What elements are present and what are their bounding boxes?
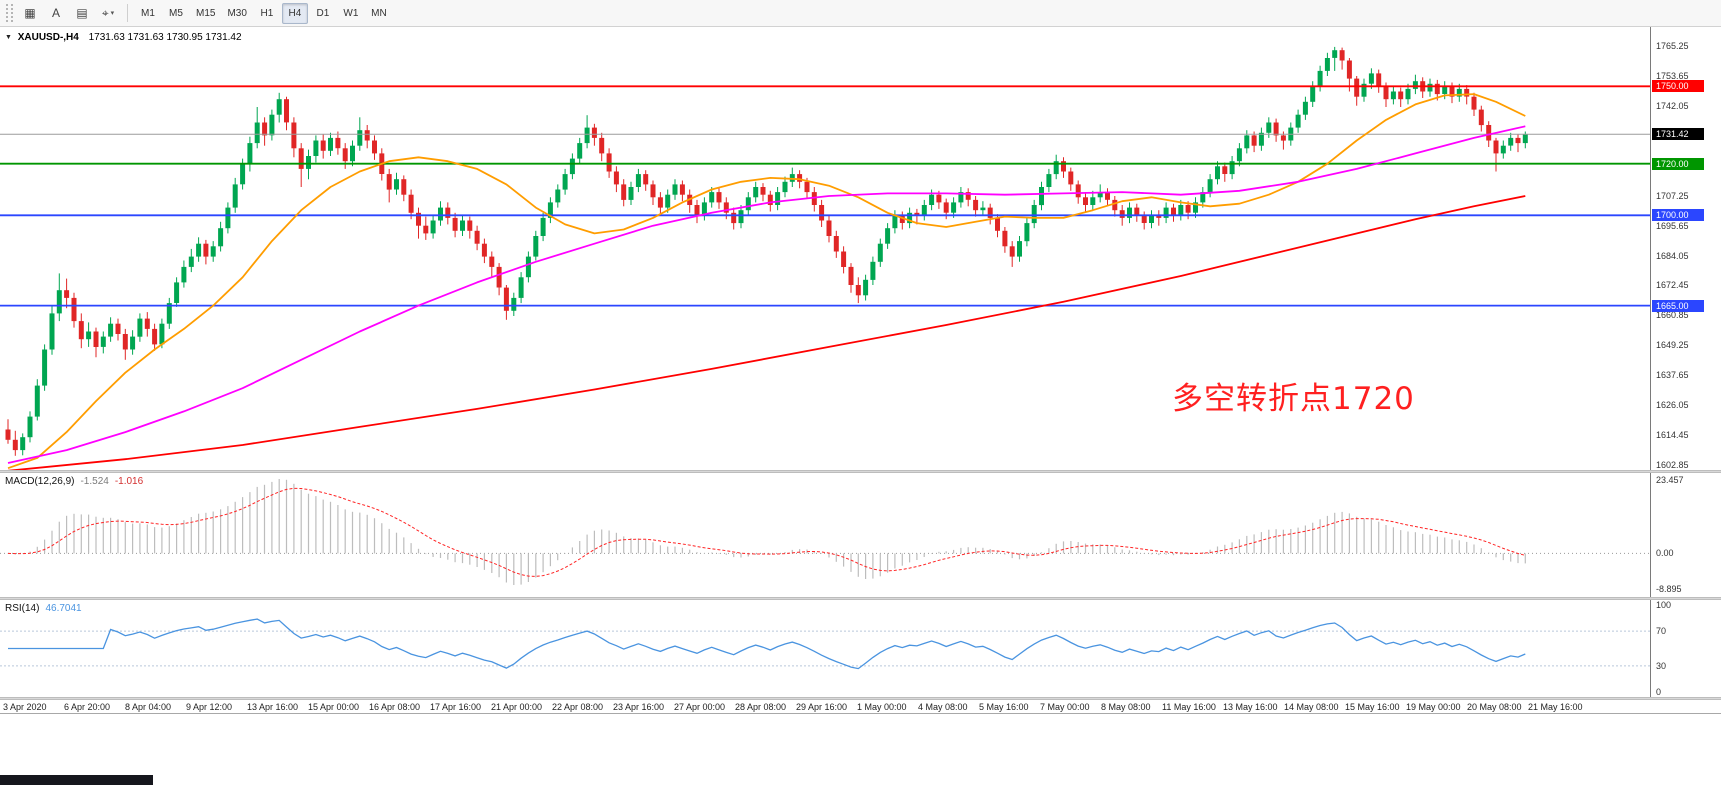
- timeframe-button-h1[interactable]: H1: [254, 3, 280, 24]
- crosshair-icon: ⌖: [101, 5, 109, 20]
- level-price-tag: 1750.00: [1652, 80, 1704, 92]
- timeframe-button-h4[interactable]: H4: [281, 2, 308, 24]
- time-axis-label: 22 Apr 08:00: [552, 702, 604, 712]
- time-axis-label: 15 May 16:00: [1345, 702, 1400, 712]
- timeframe-button-m30[interactable]: M30: [222, 3, 251, 24]
- time-axis-label: 4 May 08:00: [918, 702, 968, 712]
- panel-splitter-2[interactable]: [0, 597, 1721, 600]
- chart-window-icon: ▦: [24, 6, 36, 20]
- rsi-axis-label: 0: [1656, 687, 1662, 697]
- macd-axis-max: 23.457: [1656, 475, 1684, 485]
- price-axis-label: 1672.45: [1656, 280, 1689, 290]
- macd-name: MACD(12,26,9): [5, 476, 75, 487]
- price-axis-label: 1707.25: [1656, 191, 1689, 201]
- price-axis-label: 1742.05: [1656, 101, 1689, 111]
- rsi-axis-label: 30: [1656, 661, 1667, 671]
- time-axis-label: 20 May 08:00: [1467, 702, 1522, 712]
- level-price-tag: 1700.00: [1652, 209, 1704, 221]
- timeframe-button-mn[interactable]: MN: [366, 3, 392, 24]
- price-axis[interactable]: 1765.251753.651742.051730.451718.851707.…: [1650, 27, 1721, 470]
- level-price-tag: 1665.00: [1652, 300, 1704, 312]
- ohlc-values: 1731.63 1731.63 1730.95 1731.42: [88, 32, 242, 43]
- template-icon: ▤: [76, 6, 88, 20]
- dropdown-caret-icon: ▾: [110, 10, 115, 17]
- time-axis-label: 17 Apr 16:00: [430, 702, 482, 712]
- macd-signal-value: -1.016: [114, 476, 144, 487]
- rsi-value: 46.7041: [45, 603, 82, 614]
- text-tool-icon: A: [51, 6, 60, 20]
- crosshair-tool-button[interactable]: ⌖ ▾: [96, 3, 120, 24]
- time-axis-label: 21 May 16:00: [1528, 702, 1583, 712]
- time-axis-label: 21 Apr 00:00: [491, 702, 543, 712]
- macd-axis-zero: 0.00: [1656, 548, 1674, 558]
- time-axis-label: 19 May 00:00: [1406, 702, 1461, 712]
- time-axis-label: 8 May 08:00: [1101, 702, 1151, 712]
- time-axis-label: 7 May 00:00: [1040, 702, 1090, 712]
- time-axis-label: 11 May 16:00: [1162, 702, 1216, 712]
- toolbar-grip[interactable]: [6, 4, 13, 22]
- macd-panel[interactable]: MACD(12,26,9) -1.524 -1.016 23.457 0.00 -8.8…: [0, 473, 1721, 597]
- toolbar: ▦ A ▤ ⌖ ▾ M1 M5 M15 M30 H1 H4 D1 W1 MN: [0, 0, 1721, 27]
- panel-splitter-1[interactable]: [0, 470, 1721, 473]
- price-axis-label: 1765.25: [1656, 41, 1689, 51]
- macd-axis[interactable]: 23.457 0.00 -8.895: [1650, 473, 1721, 597]
- taskbar-fragment[interactable]: [0, 775, 153, 785]
- time-axis-label: 13 May 16:00: [1223, 702, 1278, 712]
- chart-annotation[interactable]: 多空转折点1720: [1172, 381, 1415, 417]
- main-chart-canvas[interactable]: [0, 27, 1650, 470]
- time-axis-label: 23 Apr 16:00: [613, 702, 665, 712]
- main-chart-panel[interactable]: ▼ XAUUSD-,H4 1731.63 1731.63 1730.95 173…: [0, 27, 1721, 470]
- timeframe-button-w1[interactable]: W1: [338, 3, 364, 24]
- rsi-panel[interactable]: RSI(14) 46.7041 100 70 30 0: [0, 600, 1721, 697]
- time-axis-label: 15 Apr 00:00: [308, 702, 360, 712]
- template-button[interactable]: ▤: [70, 3, 94, 24]
- level-price-tag: 1720.00: [1652, 158, 1704, 170]
- time-axis-label: 5 May 16:00: [979, 702, 1029, 712]
- price-axis-label: 1695.65: [1656, 221, 1689, 231]
- time-axis-label: 16 Apr 08:00: [369, 702, 421, 712]
- macd-axis-min: -8.895: [1656, 584, 1682, 594]
- rsi-axis-label: 100: [1656, 600, 1672, 610]
- price-axis-label: 1660.85: [1656, 310, 1689, 320]
- chart-window-button[interactable]: ▦: [18, 3, 42, 24]
- rsi-canvas[interactable]: [0, 600, 1650, 697]
- macd-label: MACD(12,26,9) -1.524 -1.016: [5, 476, 149, 487]
- text-tool-button[interactable]: A: [44, 3, 68, 24]
- timeframe-group: M1 M5 M15 M30 H1 H4 D1 W1 MN: [134, 2, 393, 24]
- symbol-dropdown-icon[interactable]: ▼: [5, 34, 12, 41]
- time-axis-label: 3 Apr 2020: [3, 702, 47, 712]
- toolbar-separator: [127, 4, 128, 22]
- time-axis-label: 9 Apr 12:00: [186, 702, 233, 712]
- time-axis-label: 28 Apr 08:00: [735, 702, 787, 712]
- rsi-axis-label: 70: [1656, 626, 1667, 636]
- chart-title: ▼ XAUUSD-,H4 1731.63 1731.63 1730.95 173…: [5, 32, 242, 43]
- timeframe-button-m15[interactable]: M15: [191, 3, 220, 24]
- time-axis[interactable]: 3 Apr 2020 6 Apr 20:00 8 Apr 04:00 9 Apr 12…: [0, 700, 1721, 714]
- price-axis-label: 1614.45: [1656, 430, 1689, 440]
- time-axis-label: 8 Apr 04:00: [125, 702, 172, 712]
- price-axis-label: 1649.25: [1656, 340, 1689, 350]
- time-axis-label: 14 May 08:00: [1284, 702, 1339, 712]
- price-axis-label: 1637.65: [1656, 370, 1689, 380]
- panel-splitter-3[interactable]: [0, 697, 1721, 700]
- time-axis-label: 13 Apr 16:00: [247, 702, 299, 712]
- time-axis-label: 29 Apr 16:00: [796, 702, 848, 712]
- rsi-axis[interactable]: 100 70 30 0: [1650, 600, 1721, 697]
- bid-price-tag: 1731.42: [1652, 128, 1704, 140]
- macd-canvas[interactable]: [0, 473, 1650, 597]
- timeframe-button-m1[interactable]: M1: [135, 3, 161, 24]
- symbol-period-label: XAUUSD-,H4: [17, 32, 79, 43]
- macd-main-value: -1.524: [80, 476, 109, 487]
- time-axis-label: 6 Apr 20:00: [64, 702, 111, 712]
- price-axis-label: 1684.05: [1656, 251, 1689, 261]
- rsi-label: RSI(14) 46.7041: [5, 603, 88, 614]
- price-axis-label: 1602.85: [1656, 460, 1689, 470]
- time-axis-label: 27 Apr 00:00: [674, 702, 726, 712]
- timeframe-button-d1[interactable]: D1: [310, 3, 336, 24]
- timeframe-button-m5[interactable]: M5: [163, 3, 189, 24]
- price-axis-label: 1753.65: [1656, 71, 1689, 81]
- time-axis-label: 1 May 00:00: [857, 702, 907, 712]
- rsi-name: RSI(14): [5, 603, 40, 614]
- price-axis-label: 1626.05: [1656, 400, 1689, 410]
